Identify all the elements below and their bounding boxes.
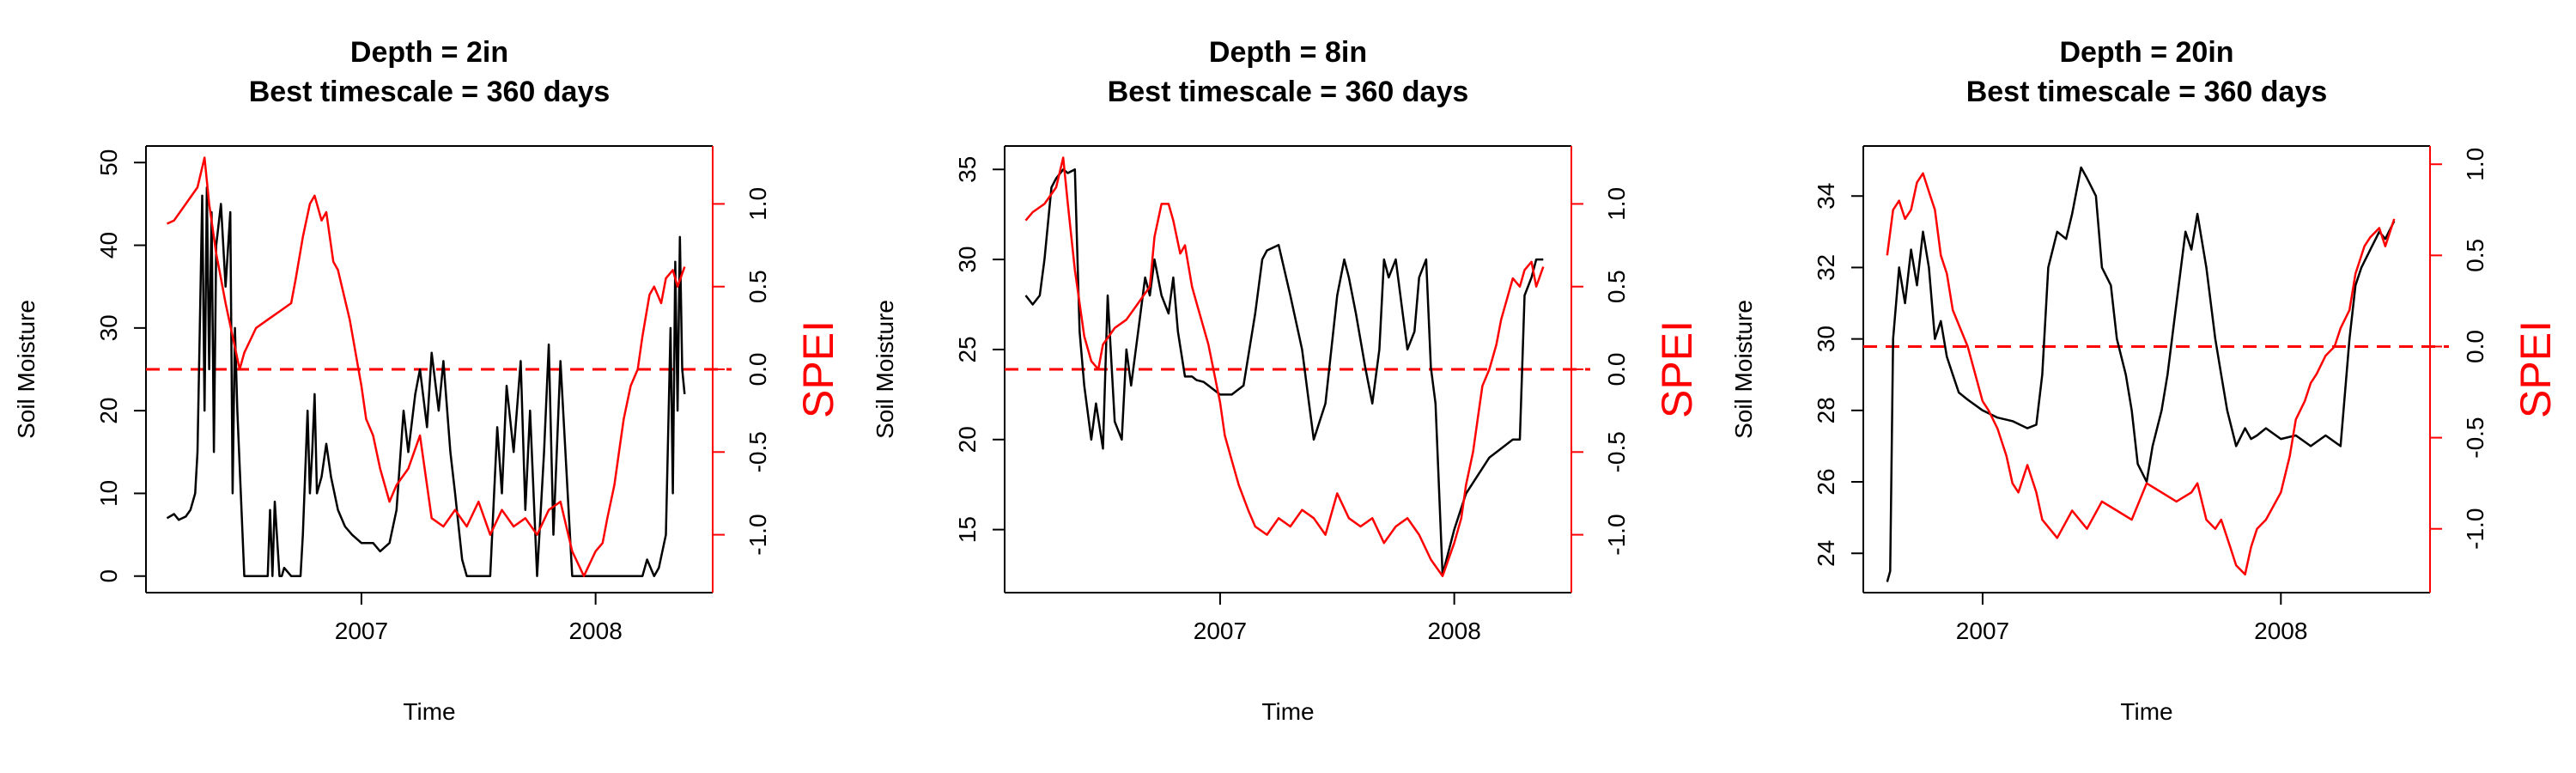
y-right-tick-label: -0.5 bbox=[744, 431, 771, 472]
y-right-tick-label: 0.5 bbox=[744, 270, 771, 303]
y-tick-label: 35 bbox=[954, 156, 981, 183]
chart-subtitle: Best timescale = 360 days bbox=[249, 76, 611, 108]
y-tick-label: 25 bbox=[954, 336, 981, 362]
x-tick-label: 2007 bbox=[1194, 618, 1247, 644]
y-axis-label: Soil Moisture bbox=[872, 300, 898, 439]
chart-title: Depth = 8in bbox=[1209, 36, 1367, 69]
x-tick-label: 2007 bbox=[1956, 618, 2009, 644]
y-right-axis-label: SPEI bbox=[794, 320, 842, 418]
soil-moisture-series-line bbox=[166, 186, 686, 577]
y-tick-label: 34 bbox=[1813, 183, 1839, 210]
chart-subtitle: Best timescale = 360 days bbox=[1108, 76, 1469, 108]
x-tick-label: 2008 bbox=[1427, 618, 1480, 644]
y-tick-label: 0 bbox=[95, 569, 122, 583]
y-right-tick-label: 1.0 bbox=[1603, 187, 1630, 221]
y-tick-label: 15 bbox=[954, 516, 981, 543]
y-tick-label: 32 bbox=[1813, 254, 1839, 281]
y-tick-label: 24 bbox=[1813, 540, 1839, 567]
y-right-tick-label: 0.5 bbox=[2462, 239, 2488, 272]
x-axis-label: Time bbox=[2120, 698, 2172, 725]
x-tick-label: 2008 bbox=[2254, 618, 2307, 644]
soil-moisture-series-line bbox=[1024, 168, 1544, 576]
chart-panel: Depth = 8in Best timescale = 360 days 2007… bbox=[872, 36, 1701, 725]
spei-series-line bbox=[1024, 156, 1545, 577]
y-right-tick-label: -0.5 bbox=[1603, 431, 1630, 472]
y-right-tick-label: -0.5 bbox=[2462, 417, 2488, 458]
y-tick-label: 20 bbox=[95, 398, 122, 424]
y-right-tick-label: 0.5 bbox=[1603, 270, 1630, 303]
y-tick-label: 10 bbox=[95, 480, 122, 507]
y-right-tick-label: 0.0 bbox=[2462, 330, 2488, 363]
y-tick-label: 30 bbox=[95, 314, 122, 341]
y-right-tick-label: 1.0 bbox=[2462, 148, 2488, 181]
spei-series-line bbox=[166, 156, 686, 577]
chart-title: Depth = 20in bbox=[2059, 36, 2233, 69]
y-right-tick-label: 0.0 bbox=[1603, 353, 1630, 386]
y-right-tick-label: 0.0 bbox=[744, 353, 771, 386]
y-axis-label: Soil Moisture bbox=[13, 300, 39, 439]
y-right-tick-label: -1.0 bbox=[744, 514, 771, 555]
x-tick-label: 2007 bbox=[335, 618, 388, 644]
spei-series-line bbox=[1886, 172, 2396, 576]
soil-moisture-series-line bbox=[1886, 166, 2396, 582]
chart-panel: Depth = 2in Best timescale = 360 days 2007… bbox=[13, 36, 842, 725]
y-right-tick-label: 1.0 bbox=[744, 187, 771, 221]
y-right-axis-label: SPEI bbox=[1653, 320, 1701, 418]
y-tick-label: 50 bbox=[95, 149, 122, 176]
y-tick-label: 20 bbox=[954, 426, 981, 453]
y-right-axis-label: SPEI bbox=[2512, 320, 2560, 418]
y-tick-label: 28 bbox=[1813, 397, 1839, 423]
chart-panel: Depth = 20in Best timescale = 360 days 200… bbox=[1730, 36, 2560, 725]
y-tick-label: 40 bbox=[95, 232, 122, 259]
y-tick-label: 30 bbox=[1813, 326, 1839, 352]
y-right-tick-label: -1.0 bbox=[1603, 514, 1630, 555]
y-axis-label: Soil Moisture bbox=[1730, 300, 1757, 439]
y-right-tick-label: -1.0 bbox=[2462, 508, 2488, 550]
chart-subtitle: Best timescale = 360 days bbox=[1966, 76, 2328, 108]
y-tick-label: 30 bbox=[954, 247, 981, 273]
chart-title: Depth = 2in bbox=[350, 36, 508, 69]
x-tick-label: 2008 bbox=[568, 618, 622, 644]
x-axis-label: Time bbox=[1261, 698, 1314, 725]
x-axis-label: Time bbox=[403, 698, 455, 725]
y-tick-label: 26 bbox=[1813, 468, 1839, 495]
